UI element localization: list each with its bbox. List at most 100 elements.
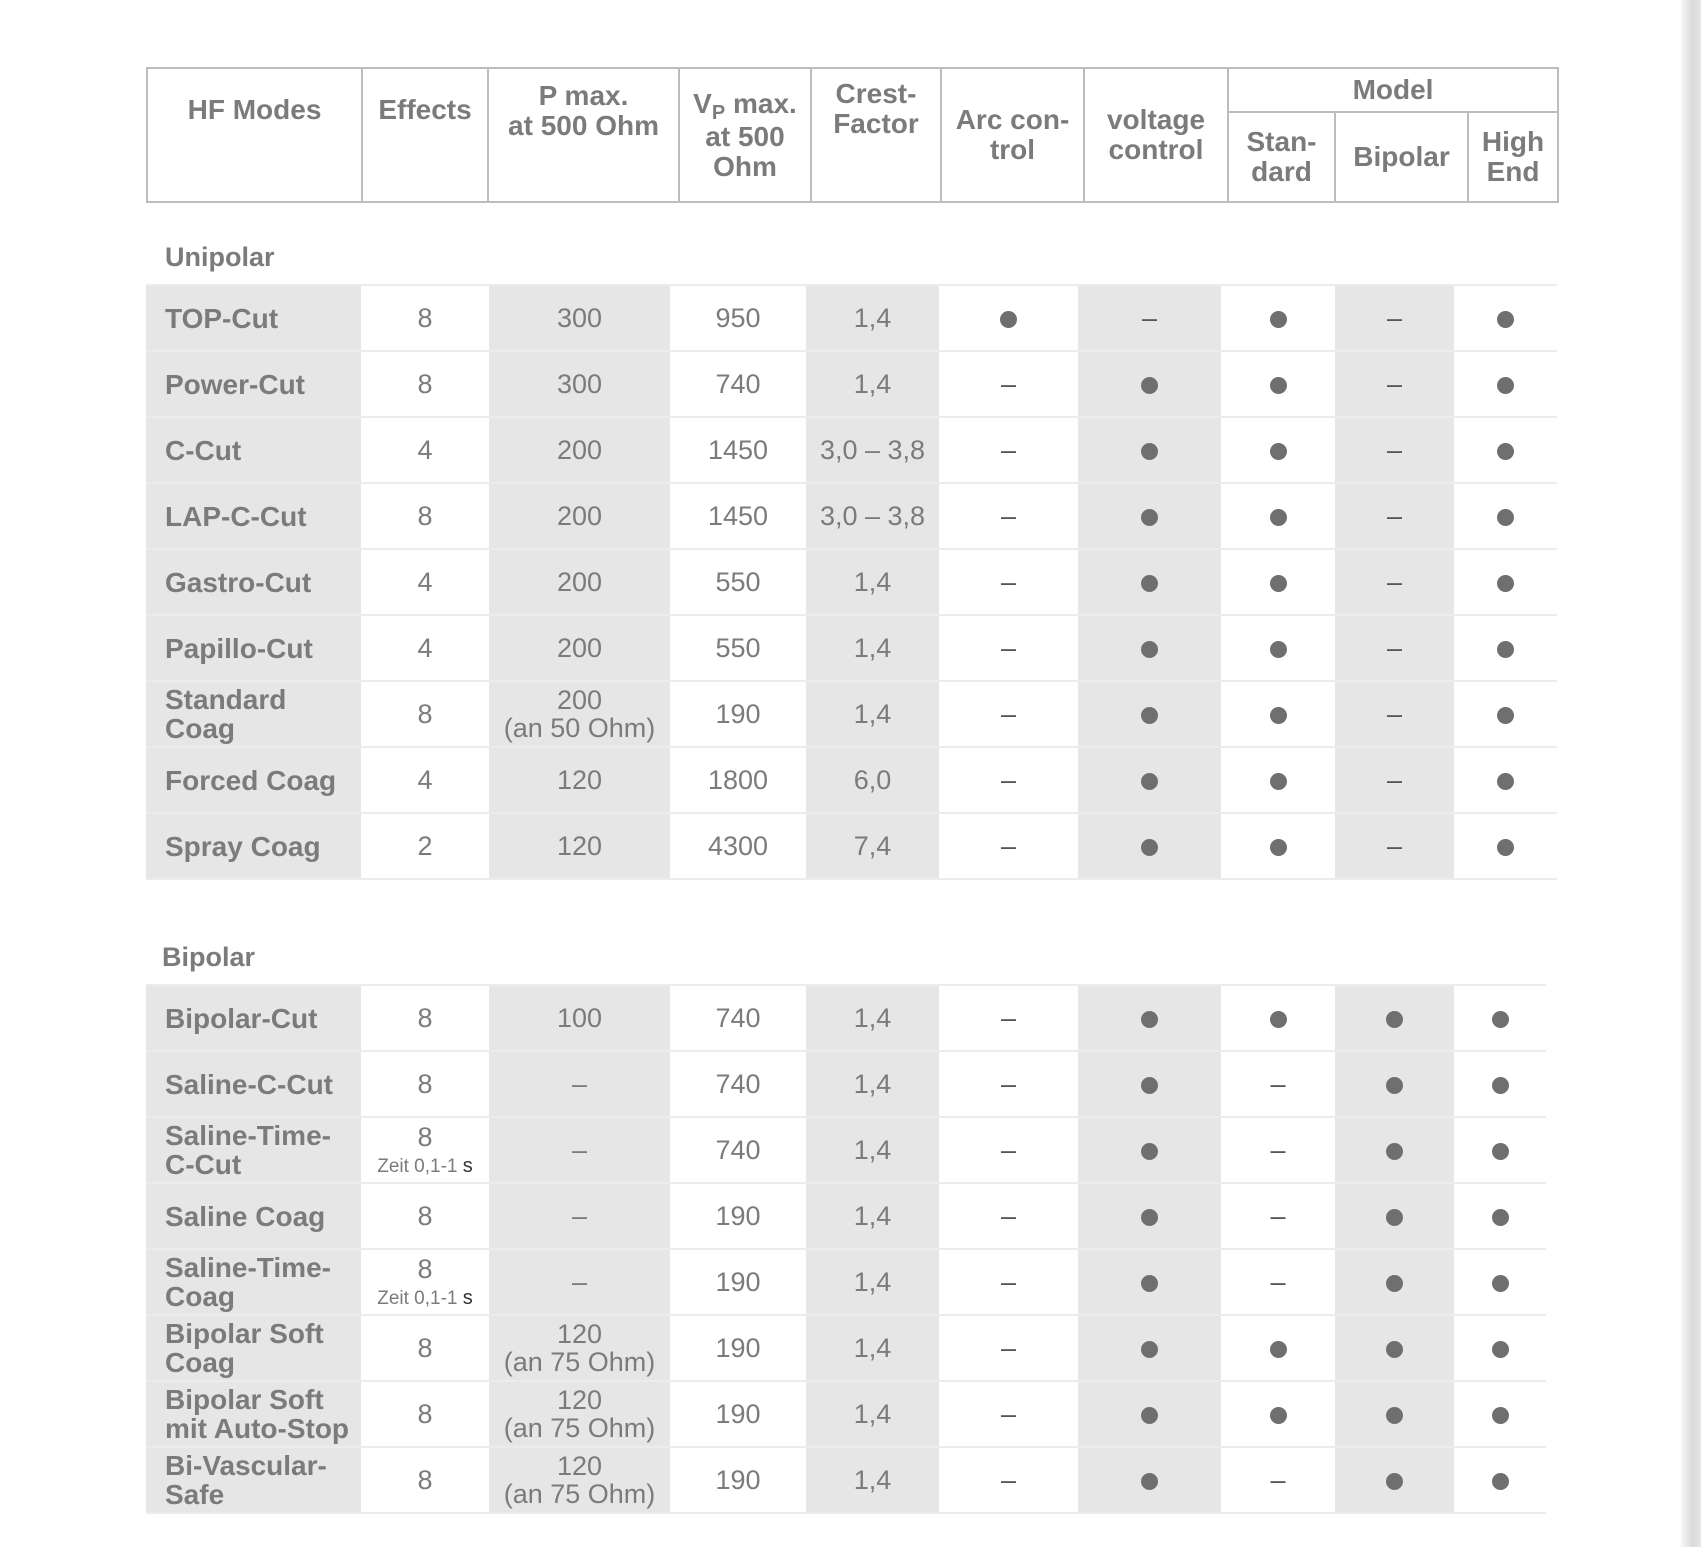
available-dot-cell (1335, 1446, 1454, 1514)
dot-icon (1497, 838, 1514, 856)
cell-text: 550 (715, 566, 761, 597)
dash-icon: – (1270, 1266, 1286, 1297)
dash-icon: – (1386, 500, 1403, 531)
mode-name-cell: Forced Coag (146, 746, 361, 814)
available-dot-cell (1454, 416, 1557, 484)
dot-icon (1491, 1142, 1509, 1160)
available-dot-cell (1335, 1248, 1454, 1316)
cell-text: Bi-Vascular- (165, 1450, 327, 1481)
dash-icon: – (1000, 500, 1017, 531)
cell-text: 8 (417, 1399, 433, 1429)
not-available-dash-cell: – (1335, 746, 1454, 814)
crest-factor-cell: 1,4 (806, 1314, 939, 1382)
cell-text: Spray Coag (165, 830, 321, 862)
not-available-dash-cell: – (1335, 680, 1454, 748)
vp-max-cell: 550 (670, 548, 806, 616)
cell-text: 8 (417, 1003, 433, 1033)
cell-text: 190 (715, 1266, 761, 1297)
bipolar-table: Bipolar-Cut 8 100 740 1,4 – Saline-C-Cut 8 – 740 1… (146, 984, 1546, 1514)
dot-icon (1269, 772, 1287, 790)
available-dot-cell (1454, 284, 1557, 352)
not-available-dash-cell: – (939, 350, 1078, 418)
cell-text: 4 (417, 765, 433, 795)
dash-icon: – (1386, 302, 1403, 333)
table-row: Saline-Time- C-Cut 8 Zeit 0,1-1 s – 740 1,4 – – (146, 1116, 1546, 1184)
not-available-dash-cell: – (1335, 284, 1454, 352)
vp-max-cell: 190 (670, 1446, 806, 1514)
vp-max-cell: 190 (670, 1248, 806, 1316)
table-row: Bipolar Soft mit Auto-Stop 8 120 (an 75 Ohm)… (146, 1380, 1546, 1448)
vp-max-cell: 1450 (670, 482, 806, 550)
cell-text: 4300 (707, 830, 769, 861)
crest-factor-cell: 1,4 (806, 1182, 939, 1250)
dot-icon (1491, 1010, 1509, 1028)
dot-icon (1269, 376, 1287, 394)
effects-cell: 4 (361, 416, 489, 484)
crest-factor-cell: 1,4 (806, 284, 939, 352)
cell-text: – (571, 1135, 588, 1165)
available-dot-cell (1221, 614, 1335, 682)
available-dot-cell (1335, 1314, 1454, 1382)
dot-icon (1491, 1274, 1509, 1292)
effects-cell: 8 Zeit 0,1-1 s (361, 1248, 489, 1316)
cell-text: 740 (715, 1002, 761, 1033)
table-row: C-Cut 4 200 1450 3,0 – 3,8 – – (146, 416, 1557, 484)
not-available-dash-cell: – (939, 680, 1078, 748)
effects-cell: 8 (361, 284, 489, 352)
not-available-dash-cell: – (939, 1116, 1078, 1184)
p-max-cell: 120 (489, 746, 670, 814)
cell-text: Coag (165, 1281, 235, 1312)
header-voltage-control: voltage control (1083, 67, 1229, 203)
p-max-cell: 200 (489, 548, 670, 616)
time-note: Zeit 0,1-1 s (361, 1155, 489, 1178)
dot-icon (1269, 706, 1287, 724)
available-dot-cell (1454, 1248, 1546, 1316)
dash-icon: – (1000, 1398, 1017, 1429)
dot-icon (1141, 508, 1158, 526)
cell-text: Forced Coag (165, 764, 337, 796)
crest-factor-cell: 1,4 (806, 1248, 939, 1316)
not-available-dash-cell: – (1221, 1182, 1335, 1250)
dot-icon (1269, 574, 1287, 592)
cell-text: Zeit 0,1-1 (377, 1155, 458, 1177)
available-dot-cell (1078, 1314, 1221, 1382)
available-dot-cell (1335, 1380, 1454, 1448)
vp-max-cell: 4300 (670, 812, 806, 880)
cell-text: Bipolar Soft (165, 1384, 324, 1415)
not-available-dash-cell: – (939, 1050, 1078, 1118)
available-dot-cell (1078, 1050, 1221, 1118)
cell-text: Papillo-Cut (165, 632, 313, 664)
p-max-cell: 120 (489, 812, 670, 880)
unipolar-table: TOP-Cut 8 300 950 1,4 – – Power-Cut 8 300 740 1,4 – –… (146, 284, 1557, 880)
dot-icon (1269, 442, 1287, 460)
available-dot-cell (1078, 614, 1221, 682)
dot-icon (1141, 1472, 1158, 1490)
effects-cell: 4 (361, 614, 489, 682)
not-available-dash-cell: – (939, 984, 1078, 1052)
cell-text: 190 (715, 1332, 761, 1363)
mode-name-cell: C-Cut (146, 416, 361, 484)
unit-seconds: s (462, 1154, 473, 1177)
dot-icon (1000, 310, 1017, 328)
available-dot-cell (1078, 482, 1221, 550)
not-available-dash-cell: – (939, 746, 1078, 814)
header-crest-factor: Crest- Factor (810, 67, 942, 203)
cell-text: Bipolar-Cut (165, 1002, 318, 1034)
dash-icon: – (1000, 1134, 1017, 1165)
dot-icon (1269, 1010, 1287, 1028)
dot-icon (1269, 640, 1287, 658)
dot-icon (1141, 1142, 1158, 1160)
dash-icon: – (1386, 764, 1403, 795)
cell-text: 8 (417, 303, 433, 333)
p-max-cell: – (489, 1116, 670, 1184)
cell-text: 1,4 (853, 1002, 892, 1033)
cell-text: 100 (556, 1003, 603, 1033)
dot-icon (1386, 1076, 1403, 1094)
cell-text: 1,4 (853, 1398, 892, 1429)
dot-icon (1491, 1208, 1509, 1226)
dot-icon (1386, 1208, 1403, 1226)
table-row: LAP-C-Cut 8 200 1450 3,0 – 3,8 – – (146, 482, 1557, 550)
cell-text: 6,0 (853, 764, 892, 795)
mode-name-cell: Bi-Vascular- Safe (146, 1446, 361, 1514)
cell-text: (an 75 Ohm) (503, 1479, 656, 1509)
